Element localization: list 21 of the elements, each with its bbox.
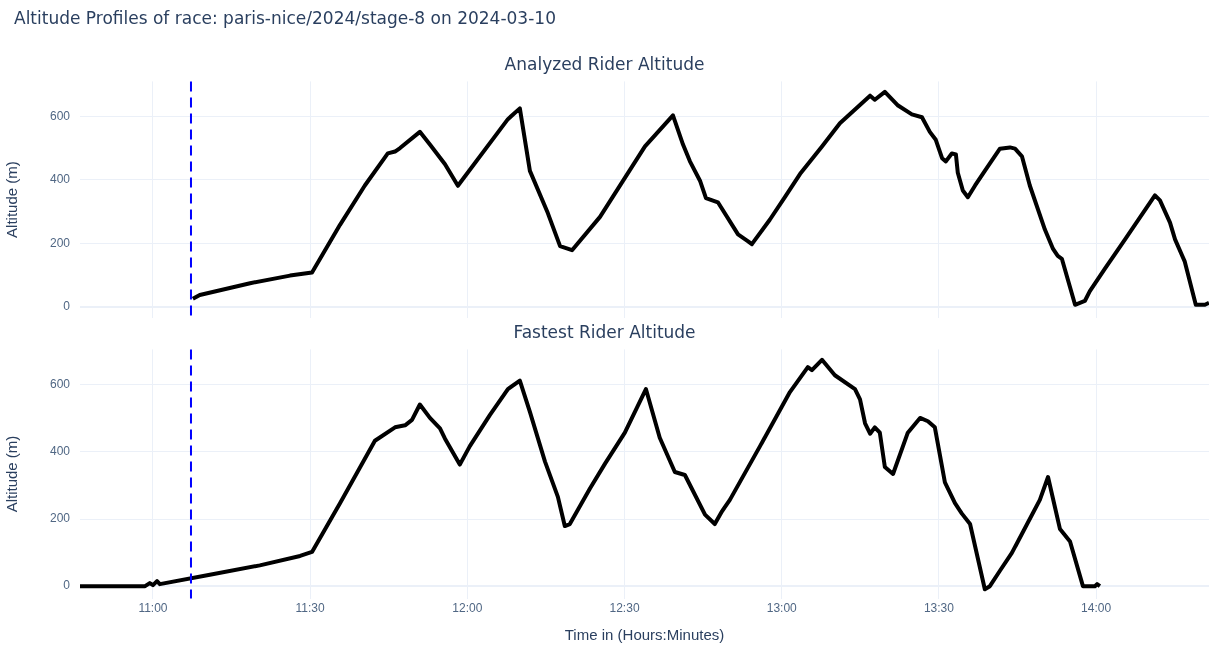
y-tick-label: 400 bbox=[49, 172, 71, 187]
y-axis-title: Altitude (m) bbox=[3, 435, 21, 513]
y-tick-label: 600 bbox=[49, 376, 71, 391]
chart-subtitle: Analyzed Rider Altitude bbox=[504, 53, 705, 74]
x-tick-label: 13:30 bbox=[923, 601, 955, 616]
y-axis-title: Altitude (m) bbox=[3, 161, 21, 238]
x-tick-label: 13:00 bbox=[766, 601, 798, 616]
y-tick-label: 200 bbox=[49, 235, 71, 250]
y-tick-label: 400 bbox=[49, 444, 71, 459]
x-tick-label: 11:00 bbox=[138, 601, 168, 616]
chart-subtitle: Fastest Rider Altitude bbox=[513, 321, 696, 342]
x-tick-label: 11:30 bbox=[295, 601, 326, 616]
y-tick-label: 200 bbox=[49, 511, 71, 526]
y-tick-label: 600 bbox=[49, 108, 71, 123]
y-tick-label: 0 bbox=[63, 578, 71, 593]
y-tick-label: 0 bbox=[63, 299, 71, 314]
x-axis-title: Time in (Hours:Minutes) bbox=[564, 626, 725, 644]
x-tick-label: 14:00 bbox=[1081, 601, 1112, 616]
x-tick-label: 12:00 bbox=[452, 601, 483, 616]
x-tick-label: 12:30 bbox=[609, 601, 640, 616]
chart-title: Altitude Profiles of race: paris-nice/2024/stage-8 on 2024-03-10 bbox=[14, 8, 556, 28]
